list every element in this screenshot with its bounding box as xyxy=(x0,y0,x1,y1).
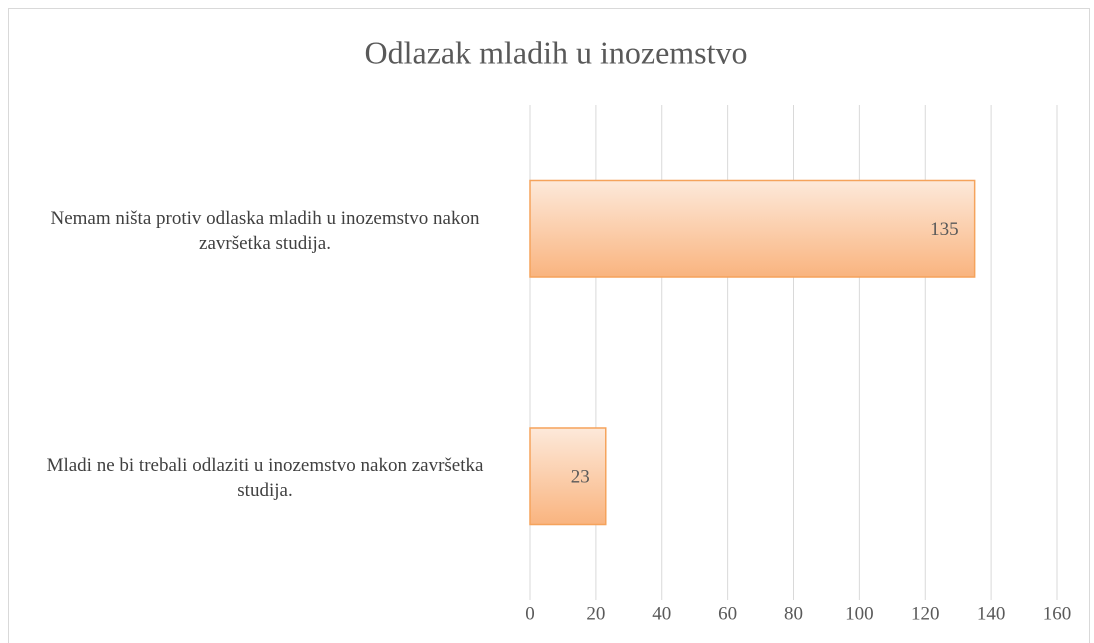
x-tick-label: 40 xyxy=(652,603,671,624)
category-label: Nemam ništa protiv odlaska mladih u inoz… xyxy=(50,207,480,254)
value-label: 23 xyxy=(571,467,590,488)
category-label: Mladi ne bi trebali odlaziti u inozemstv… xyxy=(46,455,484,502)
x-tick-label: 140 xyxy=(977,603,1006,624)
value-label: 135 xyxy=(930,219,959,240)
x-tick-label: 60 xyxy=(718,603,737,624)
x-tick-label: 20 xyxy=(586,603,605,624)
chart-border xyxy=(8,8,1090,643)
chart-title: Odlazak mladih u inozemstvo xyxy=(364,34,747,70)
x-tick-label: 100 xyxy=(845,603,874,624)
bar xyxy=(529,179,976,278)
bar xyxy=(529,427,607,526)
x-tick-label: 160 xyxy=(1043,603,1072,624)
x-tick-label: 120 xyxy=(911,603,940,624)
x-tick-label: 0 xyxy=(525,603,535,624)
x-tick-label: 80 xyxy=(784,603,803,624)
